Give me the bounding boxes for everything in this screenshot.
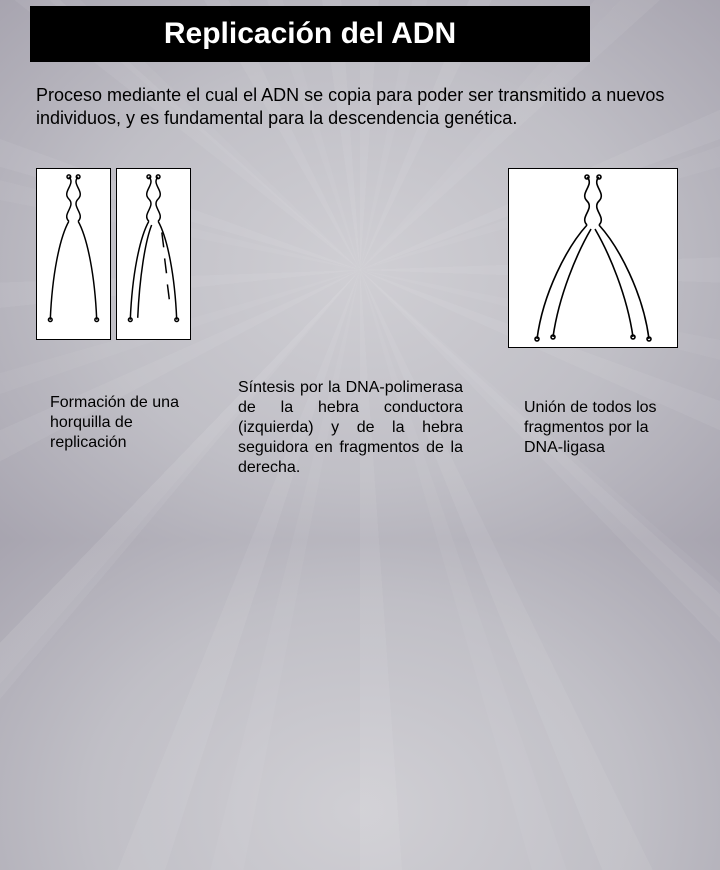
- replication-synthesis-icon: [121, 173, 186, 326]
- caption-ligase: Unión de todos los fragmentos por la DNA…: [524, 398, 684, 458]
- replication-fork-icon: [41, 173, 106, 326]
- dna-ligase-icon: [513, 173, 673, 345]
- page-title: Replicación del ADN: [164, 17, 456, 51]
- diagram-ligase: [508, 168, 678, 348]
- diagram-fork-1: [36, 168, 111, 340]
- caption-fork: Formación de una horquilla de replicació…: [50, 393, 200, 453]
- caption-synthesis: Síntesis por la DNA-polimerasa de la heb…: [238, 378, 463, 478]
- diagram-fork-2: [116, 168, 191, 340]
- title-banner: Replicación del ADN: [30, 6, 590, 62]
- description-text: Proceso mediante el cual el ADN se copia…: [36, 84, 684, 129]
